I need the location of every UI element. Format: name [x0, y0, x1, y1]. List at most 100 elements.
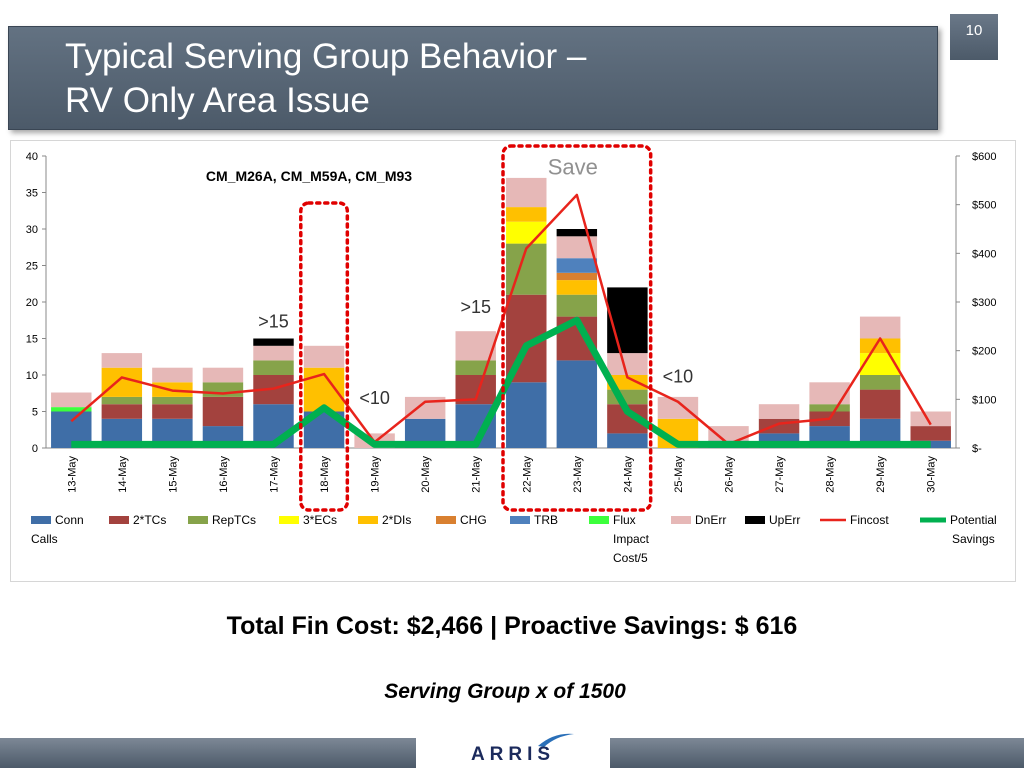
legend-label: UpErr	[769, 513, 800, 527]
legend-label: Impact	[613, 532, 650, 546]
right-tick-label: $300	[972, 297, 996, 309]
right-tick-label: $100	[972, 394, 996, 406]
legend-label: TRB	[534, 513, 558, 527]
bar-segment	[758, 404, 800, 419]
bar-segment	[303, 345, 345, 368]
legend-label: CHG	[460, 513, 487, 527]
x-tick-label: 29-May	[875, 456, 887, 493]
left-tick-label: 20	[26, 297, 38, 309]
legend-swatch	[745, 516, 765, 524]
x-tick-label: 30-May	[926, 456, 938, 493]
chart-title: CM_M26A, CM_M59A, CM_M93	[206, 168, 412, 184]
legend-swatch	[109, 516, 129, 524]
chart-frame: 0 5 10 15 20 25 30 35 40 $- $100 $200 $300 $400 $500 $6…	[10, 140, 1016, 582]
x-tick-label: 16-May	[218, 456, 230, 493]
x-tick-label: 23-May	[572, 456, 584, 493]
legend-label: DnErr	[695, 513, 726, 527]
right-tick-label: $400	[972, 248, 996, 260]
slide-title-line-2: RV Only Area Issue	[65, 81, 370, 120]
legend-swatch	[279, 516, 299, 524]
left-tick-label: 30	[26, 224, 38, 236]
legend-label: Cost/5	[613, 551, 648, 565]
logo-text: ARRIS	[470, 744, 556, 765]
bar-segment	[253, 345, 294, 361]
bar-segment	[859, 338, 901, 354]
x-tick-label: 20-May	[420, 456, 432, 493]
right-tick-label: $-	[972, 443, 982, 455]
title-bar: Typical Serving Group Behavior – RV Only…	[8, 26, 938, 130]
x-tick-label: 13-May	[66, 456, 78, 493]
bar-segment	[152, 396, 193, 405]
bar-segment	[101, 396, 143, 405]
highlight-box	[501, 144, 653, 512]
bar-segment	[152, 367, 193, 383]
x-tick-label: 21-May	[471, 456, 483, 493]
bar-segment	[910, 426, 951, 441]
right-tick-label: $200	[972, 346, 996, 358]
bar-segment	[607, 353, 648, 375]
bar-segment	[556, 258, 598, 273]
bar-segment	[556, 236, 598, 259]
bar-segment	[556, 280, 598, 295]
bar-segment	[202, 367, 244, 383]
bar-segment	[859, 375, 901, 390]
bar-segment	[506, 177, 547, 208]
bar-segment	[809, 404, 850, 412]
bar-segment	[202, 396, 244, 427]
fincost-line	[70, 193, 932, 446]
legend-label: RepTCs	[212, 513, 256, 527]
annotation-label: >15	[460, 297, 491, 317]
bar-segment	[556, 229, 598, 237]
bar-segment	[455, 360, 496, 375]
left-tick-label: 40	[26, 151, 38, 163]
right-tick-label: $500	[972, 200, 996, 212]
legend-swatch	[358, 516, 378, 524]
legend-label: Conn	[55, 513, 84, 527]
left-tick-label: 15	[26, 334, 38, 346]
bar-segment	[859, 389, 901, 419]
chart: 0 5 10 15 20 25 30 35 40 $- $100 $200 $300 $400 $500 $6…	[26, 144, 997, 565]
legend-label: Potential	[950, 513, 997, 527]
legend-label: Calls	[31, 532, 58, 546]
slide-number: 10	[950, 14, 998, 60]
x-tick-label: 24-May	[622, 456, 634, 493]
legend-swatch	[436, 516, 456, 524]
serving-group-note: Serving Group x of 1500	[384, 680, 626, 703]
x-tick-label: 15-May	[167, 456, 179, 493]
bar-segment	[607, 375, 648, 390]
legend-swatch	[188, 516, 208, 524]
bar-segment	[809, 382, 850, 405]
x-tick-label: 27-May	[774, 456, 786, 493]
left-tick-label: 35	[26, 188, 38, 200]
right-tick-label: $600	[972, 151, 996, 163]
left-tick-label: 25	[26, 261, 38, 273]
left-tick-label: 5	[32, 407, 38, 419]
bar-segment	[556, 294, 598, 317]
annotation-label: <10	[359, 388, 390, 408]
bar-segment	[506, 207, 547, 222]
bar-segment	[859, 353, 901, 375]
legend-label: 2*DIs	[382, 513, 411, 527]
logo-swoosh-icon	[538, 733, 574, 747]
x-tick-label: 26-May	[724, 456, 736, 493]
slide-title: Typical Serving Group Behavior – RV Only…	[65, 35, 586, 123]
x-tick-label: 25-May	[673, 456, 685, 493]
bar-segment	[152, 404, 193, 419]
bar-segment	[657, 396, 699, 419]
bar-segment	[556, 360, 598, 448]
legend-label: 3*ECs	[303, 513, 337, 527]
highlight-box	[299, 201, 350, 512]
left-tick-label: 10	[26, 370, 38, 382]
bar-segment	[607, 287, 648, 354]
x-tick-label: 19-May	[370, 456, 382, 493]
bar-segment	[556, 272, 598, 281]
legend-swatch	[510, 516, 530, 524]
x-tick-label: 22-May	[521, 456, 533, 493]
legend-label: 2*TCs	[133, 513, 166, 527]
bar-segment	[51, 392, 92, 408]
left-tick-label: 0	[32, 443, 38, 455]
x-tick-label: 28-May	[825, 456, 837, 493]
summary-line: Total Fin Cost: $2,466 | Proactive Savin…	[226, 612, 798, 640]
bar-segment	[253, 360, 294, 375]
legend-label: Flux	[613, 513, 636, 527]
